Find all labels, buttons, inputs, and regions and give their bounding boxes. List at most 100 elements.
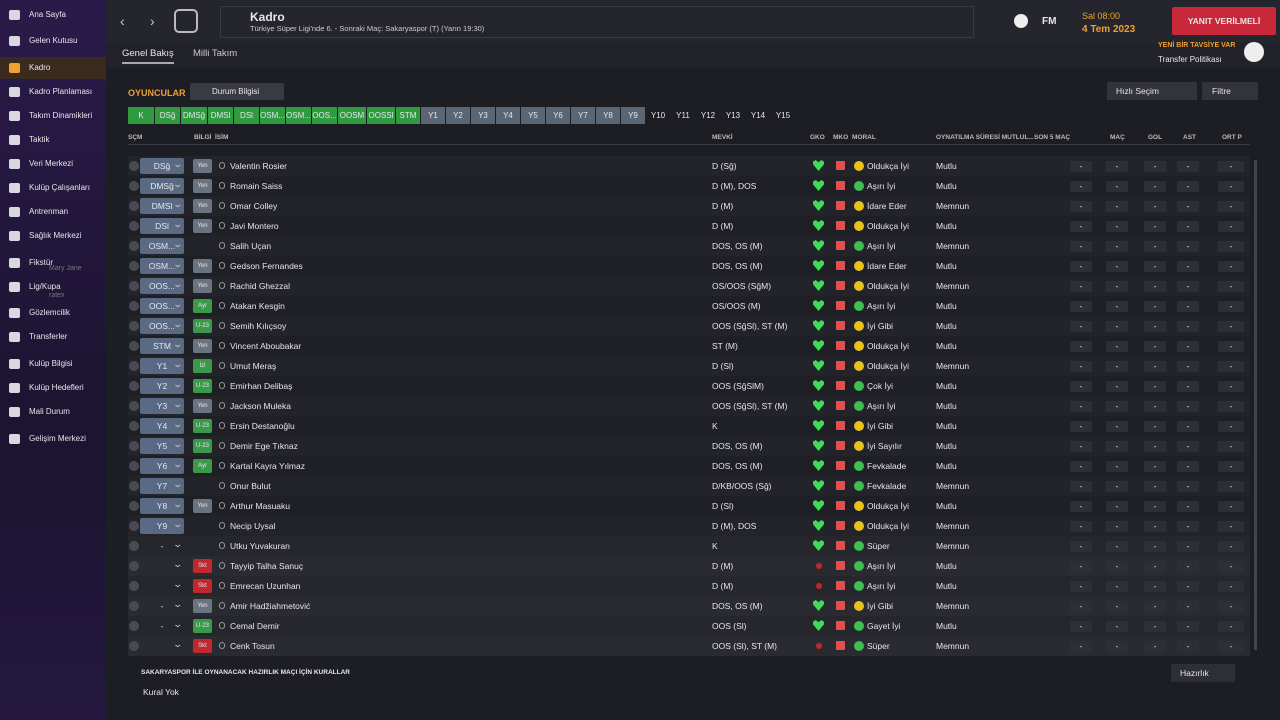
search-box[interactable] bbox=[220, 6, 974, 38]
nav-item[interactable]: Mali Durum bbox=[29, 407, 70, 416]
filter[interactable]: Filtre bbox=[1202, 82, 1258, 100]
position-button[interactable]: STM bbox=[396, 107, 420, 124]
player-name[interactable]: Rachid Ghezzal bbox=[230, 281, 291, 291]
player-name[interactable]: Arthur Masuaku bbox=[230, 501, 290, 511]
player-row[interactable]: Y6 ⌄ Ayr Kartal Kayra Yılmaz DOS, OS (M) Fevk… bbox=[128, 456, 1250, 476]
column-header[interactable]: OYNATILMA SÜRESİ MUTLUL... bbox=[936, 134, 1034, 141]
selection[interactable]: Y7 bbox=[140, 478, 184, 494]
continue-button[interactable]: YANIT VERİLMELİ bbox=[1172, 7, 1276, 35]
nav-item[interactable]: Fikstür bbox=[29, 258, 53, 267]
player-row[interactable]: Y7 ⌄ Onur Bulut D/KB/OOS (Sğ) Fevkalade Memnu… bbox=[128, 476, 1250, 496]
tab[interactable]: Genel Bakış bbox=[122, 48, 174, 64]
selection[interactable]: OOS... bbox=[140, 318, 184, 334]
selection[interactable]: OSM... bbox=[140, 238, 184, 254]
player-name[interactable]: Kartal Kayra Yılmaz bbox=[230, 461, 305, 471]
player-row[interactable]: OSM... ⌄ Yen Gedson Fernandes DOS, OS (M) İda… bbox=[128, 256, 1250, 276]
position-button[interactable]: Y7 bbox=[571, 107, 595, 124]
player-name[interactable]: Onur Bulut bbox=[230, 481, 271, 491]
position-button[interactable]: DMSğ bbox=[181, 107, 207, 124]
player-row[interactable]: Y9 ⌄ Necip Uysal D (M), DOS Oldukça İyi Memnu… bbox=[128, 516, 1250, 536]
selection[interactable]: Y9 bbox=[140, 518, 184, 534]
selection[interactable]: Y5 bbox=[140, 438, 184, 454]
player-row[interactable]: DMSğ ⌄ Yen Romain Saiss D (M), DOS Aşırı İyi M… bbox=[128, 176, 1250, 196]
player-name[interactable]: Cenk Tosun bbox=[230, 641, 275, 651]
player-name[interactable]: Valentin Rosier bbox=[230, 161, 288, 171]
position-button[interactable]: Y5 bbox=[521, 107, 545, 124]
selection[interactable]: DSl bbox=[140, 218, 184, 234]
selection[interactable]: Y1 bbox=[140, 358, 184, 374]
player-row[interactable]: ⌄ Skt Cenk Tosun OOS (Sl), ST (M) Süper Memnu… bbox=[128, 636, 1250, 656]
player-row[interactable]: - ⌄ U-23 Cemal Demir OOS (Sl) Gayet İyi Mutlu -… bbox=[128, 616, 1250, 636]
nav-item[interactable]: Kadro Planlaması bbox=[29, 87, 93, 96]
player-row[interactable]: - ⌄ Utku Yuvakuran K Süper Memnun - - - - - bbox=[128, 536, 1250, 556]
position-button[interactable]: Y4 bbox=[496, 107, 520, 124]
player-name[interactable]: Atakan Kesgin bbox=[230, 301, 285, 311]
nav-item[interactable]: Kulüp Bilgisi bbox=[29, 359, 73, 368]
player-name[interactable]: Emrecan Uzunhan bbox=[230, 581, 301, 591]
selection[interactable]: - bbox=[160, 621, 164, 631]
player-name[interactable]: Emirhan Delibaş bbox=[230, 381, 293, 391]
nav-item[interactable]: Lig/Kupa bbox=[29, 282, 61, 291]
position-button[interactable]: DSl bbox=[234, 107, 259, 124]
player-name[interactable]: Ersin Destanoğlu bbox=[230, 421, 295, 431]
player-row[interactable]: Y1 ⌄ İzl Umut Meraş D (Sl) Oldukça İyi Memnun -… bbox=[128, 356, 1250, 376]
nav-item[interactable]: Antrenman bbox=[29, 207, 69, 216]
position-button[interactable]: Y10 bbox=[650, 111, 666, 120]
position-button[interactable]: Y8 bbox=[596, 107, 620, 124]
player-row[interactable]: Y4 ⌄ U-23 Ersin Destanoğlu K İyi Gibi Mutlu - - -… bbox=[128, 416, 1250, 436]
column-header[interactable]: MAÇ bbox=[1110, 134, 1125, 141]
nav-item[interactable]: Gözlemcilik bbox=[29, 308, 70, 317]
position-button[interactable]: Y1 bbox=[421, 107, 445, 124]
selection[interactable]: STM bbox=[140, 338, 184, 354]
player-row[interactable]: OOS... ⌄ Ayr Atakan Kesgin OS/OOS (M) Aşırı İ… bbox=[128, 296, 1250, 316]
player-row[interactable]: Y5 ⌄ U-23 Demir Ege Tıknaz DOS, OS (M) İyi Sa… bbox=[128, 436, 1250, 456]
player-row[interactable]: Y3 ⌄ Yen Jackson Muleka OOS (SğSl), ST (M) Aş… bbox=[128, 396, 1250, 416]
player-name[interactable]: Romain Saiss bbox=[230, 181, 283, 191]
selection[interactable]: Y3 bbox=[140, 398, 184, 414]
selection[interactable]: DMSğ bbox=[140, 178, 184, 194]
nav-item[interactable]: Kadro bbox=[29, 63, 51, 72]
position-button[interactable]: OSM... bbox=[286, 107, 311, 124]
position-button[interactable]: Y14 bbox=[750, 111, 766, 120]
player-name[interactable]: Salih Uçan bbox=[230, 241, 272, 251]
column-header[interactable]: ORT P bbox=[1222, 134, 1242, 141]
selection[interactable]: - bbox=[160, 541, 164, 551]
nav-item[interactable]: Gelişim Merkezi bbox=[29, 434, 86, 443]
position-button[interactable]: Y13 bbox=[725, 111, 741, 120]
selection[interactable]: Y6 bbox=[140, 458, 184, 474]
quick-select[interactable]: Hızlı Seçim bbox=[1107, 82, 1197, 100]
player-name[interactable]: Amir Hadžiahmetović bbox=[230, 601, 311, 611]
nav-item[interactable]: Veri Merkezi bbox=[29, 159, 74, 168]
column-header[interactable]: AST bbox=[1183, 134, 1196, 141]
view-select[interactable]: Durum Bilgisi bbox=[190, 83, 284, 100]
player-row[interactable]: STM ⌄ Yen Vincent Aboubakar ST (M) Oldukça İy… bbox=[128, 336, 1250, 356]
column-header[interactable]: İSİM bbox=[215, 134, 229, 141]
nav-item[interactable]: Kulüp Çalışanları bbox=[29, 183, 90, 192]
player-name[interactable]: Gedson Fernandes bbox=[230, 261, 303, 271]
nav-item[interactable]: Ana Sayfa bbox=[29, 10, 66, 19]
player-row[interactable]: ⌄ Skt Emrecan Uzunhan D (M) Aşırı İyi Mutlu - -… bbox=[128, 576, 1250, 596]
column-header[interactable]: MKO bbox=[833, 134, 849, 141]
player-row[interactable]: ⌄ Skt Tayyip Talha Sanuç D (M) Aşırı İyi Mutl… bbox=[128, 556, 1250, 576]
column-header[interactable]: GKO bbox=[810, 134, 825, 141]
player-row[interactable]: Y8 ⌄ Yen Arthur Masuaku D (Sl) Oldukça İyi Mut… bbox=[128, 496, 1250, 516]
player-name[interactable]: Umut Meraş bbox=[230, 361, 277, 371]
player-row[interactable]: Y2 ⌄ U-23 Emirhan Delibaş OOS (SğSlM) Çok İyi… bbox=[128, 376, 1250, 396]
position-button[interactable]: Y2 bbox=[446, 107, 470, 124]
player-name[interactable]: Semih Kılıçsoy bbox=[230, 321, 287, 331]
player-row[interactable]: DSğ ⌄ Yen Valentin Rosier D (Sğ) Oldukça İyi M… bbox=[128, 156, 1250, 176]
player-name[interactable]: Tayyip Talha Sanuç bbox=[230, 561, 304, 571]
selection[interactable]: OOS... bbox=[140, 298, 184, 314]
player-row[interactable]: - ⌄ Yen Amir Hadžiahmetović DOS, OS (M) İyi G… bbox=[128, 596, 1250, 616]
player-row[interactable]: DMSl ⌄ Yen Omar Colley D (M) İdare Eder Memnun… bbox=[128, 196, 1250, 216]
player-row[interactable]: OSM... ⌄ Salih Uçan DOS, OS (M) Aşırı İyi Mem… bbox=[128, 236, 1250, 256]
forward[interactable]: › bbox=[150, 13, 155, 29]
position-button[interactable]: OOS... bbox=[312, 107, 337, 124]
nav-item[interactable]: Taktik bbox=[29, 135, 50, 144]
player-row[interactable]: OOS... ⌄ Yen Rachid Ghezzal OS/OOS (SğM) Oldu… bbox=[128, 276, 1250, 296]
selection[interactable]: Y4 bbox=[140, 418, 184, 434]
column-header[interactable]: GOL bbox=[1148, 134, 1163, 141]
position-button[interactable]: Y9 bbox=[621, 107, 645, 124]
player-name[interactable]: Vincent Aboubakar bbox=[230, 341, 302, 351]
position-button[interactable]: Y6 bbox=[546, 107, 570, 124]
